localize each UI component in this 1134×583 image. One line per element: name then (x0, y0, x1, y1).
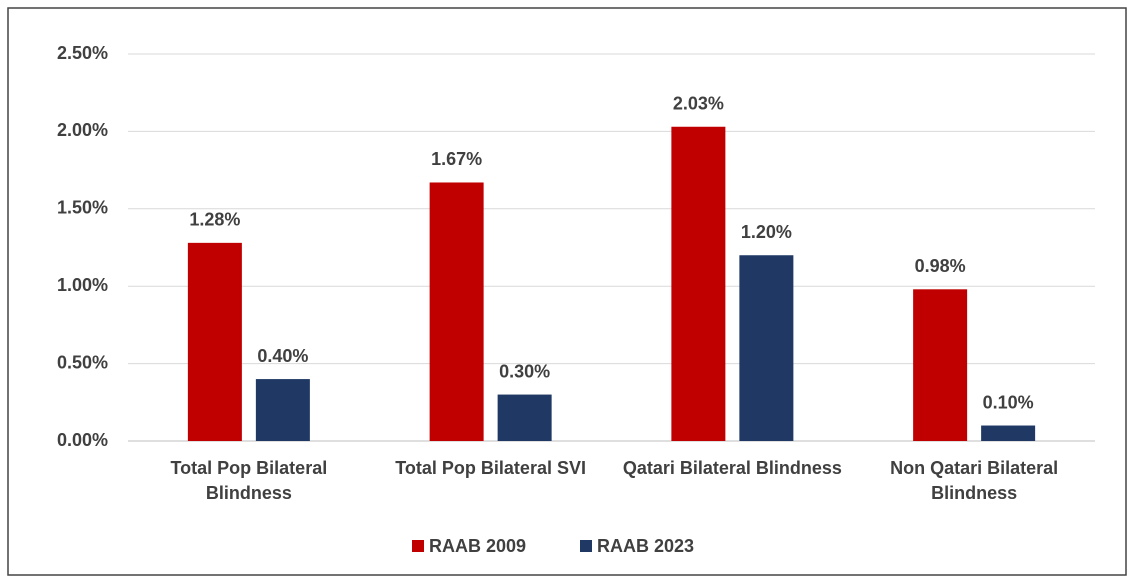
y-tick-label: 2.50% (57, 43, 108, 63)
bar (187, 242, 242, 441)
y-tick-label: 1.00% (57, 275, 108, 295)
y-tick-label: 1.50% (57, 198, 108, 218)
data-label: 1.28% (189, 210, 240, 230)
x-tick-label: Total Pop Bilateral Blindness (170, 458, 328, 503)
legend-swatch (412, 540, 424, 552)
bar (739, 255, 794, 441)
x-tick-label: Non Qatari Bilateral Blindness (890, 458, 1059, 503)
data-label: 1.20% (741, 222, 792, 242)
bar (255, 379, 310, 441)
y-tick-label: 0.50% (57, 352, 108, 372)
data-label: 2.03% (673, 94, 724, 114)
bar (497, 394, 552, 441)
data-label: 0.98% (915, 256, 966, 276)
data-label: 0.10% (983, 392, 1034, 412)
x-tick-label: Total Pop Bilateral SVI (395, 458, 586, 478)
bar (981, 425, 1036, 441)
bar (429, 182, 484, 441)
bar (913, 289, 968, 441)
data-label: 0.40% (257, 346, 308, 366)
legend-label: RAAB 2009 (429, 536, 526, 556)
data-label: 1.67% (431, 149, 482, 169)
y-tick-label: 2.00% (57, 120, 108, 140)
legend-label: RAAB 2023 (597, 536, 694, 556)
bar (671, 126, 726, 442)
legend-swatch (580, 540, 592, 552)
data-label: 0.30% (499, 361, 550, 381)
y-tick-label: 0.00% (57, 430, 108, 450)
x-tick-label: Qatari Bilateral Blindness (622, 458, 842, 478)
